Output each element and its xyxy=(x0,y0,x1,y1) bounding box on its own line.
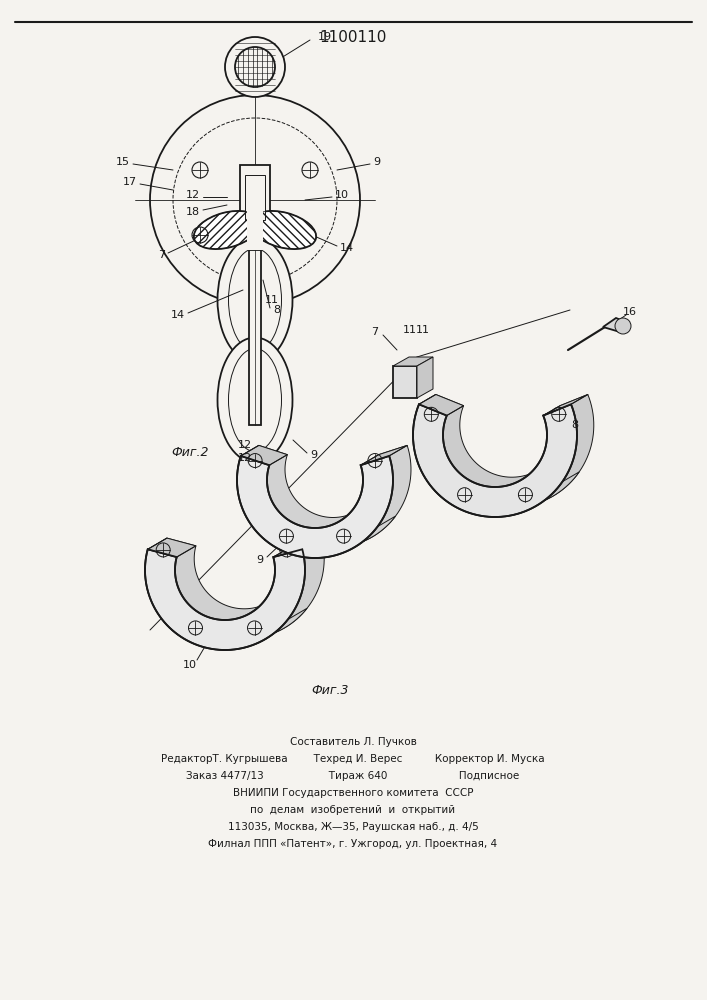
Polygon shape xyxy=(237,445,284,540)
Text: 17: 17 xyxy=(123,177,137,187)
Text: 10: 10 xyxy=(183,660,197,670)
Text: 12: 12 xyxy=(186,190,200,200)
Text: 9: 9 xyxy=(257,555,264,565)
Text: 12: 12 xyxy=(238,453,252,463)
Text: 18: 18 xyxy=(186,207,200,217)
Text: 10: 10 xyxy=(335,190,349,200)
Text: 8: 8 xyxy=(273,305,280,315)
Text: ВНИИПИ Государственного комитета  СССР: ВНИИПИ Государственного комитета СССР xyxy=(233,788,473,798)
Text: 1100110: 1100110 xyxy=(320,29,387,44)
Polygon shape xyxy=(419,394,464,416)
Ellipse shape xyxy=(194,211,260,249)
Ellipse shape xyxy=(218,338,293,462)
Polygon shape xyxy=(145,549,305,650)
Text: 16: 16 xyxy=(623,307,637,317)
Polygon shape xyxy=(148,538,196,557)
Polygon shape xyxy=(413,394,458,497)
Text: 7: 7 xyxy=(371,327,378,337)
Text: 19: 19 xyxy=(318,32,332,42)
Text: 113035, Москва, Ж—35, Раушская наб., д. 4/5: 113035, Москва, Ж—35, Раушская наб., д. … xyxy=(228,822,479,832)
Polygon shape xyxy=(603,318,626,332)
Bar xyxy=(240,165,270,225)
Text: Заказ 4477/13                    Тираж 640                      Подписное: Заказ 4477/13 Тираж 640 Подписное xyxy=(187,771,520,781)
Polygon shape xyxy=(361,445,407,465)
Polygon shape xyxy=(393,357,433,366)
Polygon shape xyxy=(417,357,433,398)
Ellipse shape xyxy=(218,237,293,362)
Text: 12: 12 xyxy=(238,440,252,450)
Text: 11: 11 xyxy=(416,325,430,335)
Text: 14: 14 xyxy=(171,310,185,320)
Circle shape xyxy=(235,47,275,87)
Polygon shape xyxy=(164,538,325,639)
Text: 15: 15 xyxy=(116,157,130,167)
Bar xyxy=(247,210,263,250)
Text: Составитель Л. Пучков: Составитель Л. Пучков xyxy=(290,737,416,747)
Polygon shape xyxy=(241,445,287,465)
Polygon shape xyxy=(430,394,594,507)
Bar xyxy=(249,250,261,425)
Text: 8: 8 xyxy=(571,420,578,430)
Polygon shape xyxy=(428,472,579,517)
Text: Фиг.2: Фиг.2 xyxy=(171,446,209,458)
Polygon shape xyxy=(255,445,411,547)
Ellipse shape xyxy=(250,211,316,249)
Text: 11: 11 xyxy=(265,295,279,305)
Text: по  делам  изобретений  и  открытий: по делам изобретений и открытий xyxy=(250,805,455,815)
Polygon shape xyxy=(543,394,588,416)
Polygon shape xyxy=(145,538,194,633)
Polygon shape xyxy=(252,516,395,558)
Text: Фиг.3: Фиг.3 xyxy=(311,684,349,696)
Text: 7: 7 xyxy=(158,250,165,260)
Circle shape xyxy=(150,95,360,305)
Circle shape xyxy=(615,318,631,334)
Text: 14: 14 xyxy=(340,243,354,253)
Polygon shape xyxy=(237,456,393,558)
Text: 9: 9 xyxy=(373,157,380,167)
Polygon shape xyxy=(274,538,322,557)
Text: РедакторТ. Кугрышева        Техред И. Верес          Корректор И. Муска: РедакторТ. Кугрышева Техред И. Верес Кор… xyxy=(161,754,545,764)
Text: 11: 11 xyxy=(403,325,417,335)
Text: 9: 9 xyxy=(310,450,317,460)
Circle shape xyxy=(225,37,285,97)
Polygon shape xyxy=(413,404,577,517)
Bar xyxy=(245,175,265,220)
Bar xyxy=(393,366,417,398)
Text: Филнал ППП «Патент», г. Ужгород, ул. Проектная, 4: Филнал ППП «Патент», г. Ужгород, ул. Про… xyxy=(209,839,498,849)
Polygon shape xyxy=(162,608,307,650)
